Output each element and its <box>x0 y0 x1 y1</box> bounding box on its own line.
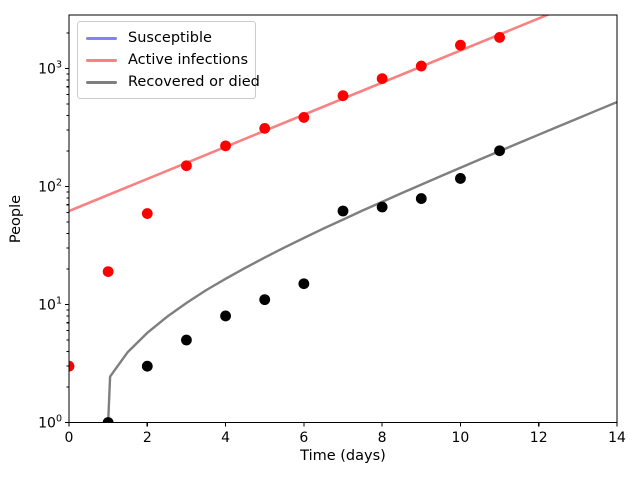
y-tick-exponent: 3 <box>56 60 62 71</box>
data-point <box>102 417 114 423</box>
y-tick-exponent: 1 <box>56 296 62 307</box>
active-infections-data-points <box>69 31 505 372</box>
data-point <box>102 266 114 278</box>
data-point <box>298 278 310 290</box>
legend-line-swatch <box>86 80 117 84</box>
data-point <box>141 360 153 372</box>
data-point <box>259 122 271 134</box>
legend-label: Active infections <box>128 52 249 68</box>
plot-area <box>69 15 617 423</box>
data-point <box>181 160 192 172</box>
legend-line-swatch <box>86 36 117 40</box>
x-tick-label: 14 <box>608 430 626 446</box>
y-tick-label: 100 <box>38 414 62 432</box>
data-point <box>141 208 153 219</box>
x-tick-label: 0 <box>65 430 74 446</box>
x-tick-label: 12 <box>530 430 548 446</box>
y-tick-label: 102 <box>38 178 62 196</box>
y-tick-base: 10 <box>38 180 56 196</box>
x-tick-label: 6 <box>299 430 308 446</box>
data-point <box>181 334 192 346</box>
y-tick-exponent: 2 <box>56 178 62 189</box>
axes-frame <box>68 14 618 424</box>
data-point <box>376 201 388 213</box>
data-point <box>376 73 388 85</box>
legend-item-active-infections: Active infections <box>86 49 249 71</box>
legend: Susceptible Active infections Recovered or… <box>77 21 260 99</box>
data-point <box>69 360 75 372</box>
y-tick-base: 10 <box>38 298 56 314</box>
data-point <box>298 112 310 123</box>
recovered-or-died-model-line <box>106 100 617 423</box>
data-point <box>259 294 271 306</box>
data-point <box>494 145 505 157</box>
y-tick-exponent: 0 <box>56 414 62 425</box>
y-axis-label: People <box>8 194 24 244</box>
y-tick-label: 101 <box>38 296 62 314</box>
data-point <box>455 173 466 184</box>
data-point <box>494 31 505 43</box>
legend-line-swatch <box>86 58 117 62</box>
y-tick-base: 10 <box>38 62 56 78</box>
x-tick-label: 10 <box>452 430 470 446</box>
x-tick-label: 4 <box>221 430 230 446</box>
x-tick-label: 8 <box>378 430 387 446</box>
legend-item-susceptible: Susceptible <box>86 27 249 49</box>
data-point <box>337 90 349 102</box>
data-point <box>415 60 427 72</box>
data-point <box>415 193 427 204</box>
data-point <box>337 205 349 217</box>
y-tick-label: 103 <box>38 60 62 78</box>
recovered-or-died-data-points <box>102 145 505 423</box>
data-point <box>455 39 466 51</box>
data-point <box>220 140 231 152</box>
legend-label: Susceptible <box>128 30 212 46</box>
data-point <box>220 310 231 322</box>
x-tick-label: 2 <box>143 430 152 446</box>
legend-label: Recovered or died <box>128 74 260 90</box>
y-tick-base: 10 <box>38 416 56 432</box>
x-axis-label: Time (days) <box>300 448 386 464</box>
legend-item-recovered-or-died: Recovered or died <box>86 71 260 93</box>
